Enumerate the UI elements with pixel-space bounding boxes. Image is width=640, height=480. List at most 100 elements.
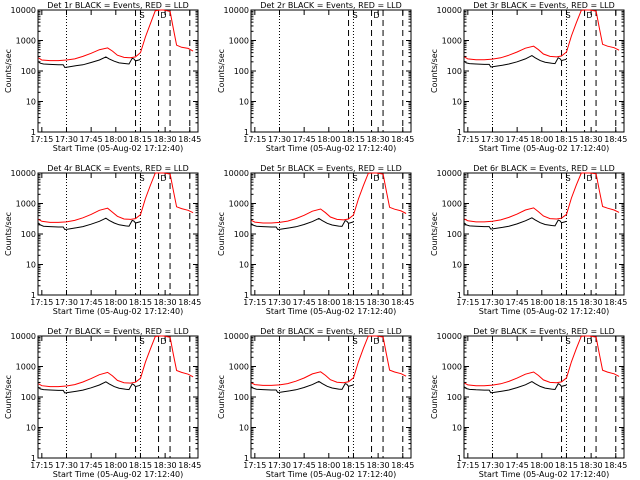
y-tick-label: 100: [21, 393, 36, 402]
y-axis-label: Counts/sec: [217, 49, 226, 93]
panel-det-8: Det 8r BLACK = Events, RED = LLD 1 10 100 10…: [217, 327, 414, 479]
y-tick-label: 10: [452, 98, 462, 107]
marker-label-s: S: [566, 174, 571, 183]
series-line-events: [38, 381, 141, 394]
x-tick-label: 18:45: [604, 135, 627, 144]
plot-frame: [250, 9, 412, 133]
panel-det-2: Det 2r BLACK = Events, RED = LLD 1 10 100 10…: [217, 1, 414, 153]
marker-label-d: D: [586, 337, 592, 346]
marker-label-s: S: [140, 174, 145, 183]
x-tick-label: 18:45: [604, 298, 627, 307]
marker-label-d: D: [373, 11, 379, 20]
x-tick-label: 18:15: [342, 461, 365, 470]
y-tick-label: 10: [239, 261, 249, 270]
panel-title: Det 2r BLACK = Events, RED = LLD: [260, 1, 402, 10]
x-tick-label: 18:00: [104, 298, 127, 307]
y-tick-label: 1: [31, 128, 36, 137]
x-tick-label: 17:30: [268, 135, 291, 144]
series-line-events: [38, 56, 141, 69]
x-tick-label: 18:45: [391, 298, 414, 307]
x-tick-label: 17:30: [481, 461, 504, 470]
plot-frame: [250, 172, 412, 296]
x-tick-label: 17:45: [506, 135, 529, 144]
y-tick-label: 100: [447, 67, 462, 76]
x-tick-label: 17:45: [80, 461, 103, 470]
series-line-events: [464, 217, 567, 230]
marker-label-d: D: [160, 11, 166, 20]
plot-frame: [463, 335, 625, 459]
marker-label-s: S: [566, 337, 571, 346]
y-tick-label: 1: [244, 454, 249, 463]
x-tick-label: 18:15: [555, 461, 578, 470]
y-tick-label: 10000: [11, 332, 36, 341]
x-tick-label: 17:45: [80, 135, 103, 144]
x-tick-label: 18:00: [530, 135, 553, 144]
x-tick-label: 17:30: [268, 298, 291, 307]
marker-label-d: D: [373, 337, 379, 346]
y-axis-label: Counts/sec: [430, 375, 439, 419]
series-line-events: [251, 217, 354, 231]
y-tick-label: 100: [234, 393, 249, 402]
x-tick-label: 17:15: [243, 461, 266, 470]
x-tick-label: 18:15: [555, 298, 578, 307]
marker-label-s: S: [353, 174, 358, 183]
x-tick-label: 18:30: [154, 461, 177, 470]
x-tick-label: 17:30: [481, 135, 504, 144]
x-tick-label: 18:00: [104, 461, 127, 470]
x-tick-label: 17:15: [30, 135, 53, 144]
series-line-lld: [464, 335, 620, 387]
panel-title: Det 6r BLACK = Events, RED = LLD: [473, 164, 615, 173]
x-tick-label: 17:30: [55, 135, 78, 144]
x-tick-label: 17:15: [456, 135, 479, 144]
series-line-events: [251, 380, 354, 394]
series-line-lld: [38, 172, 194, 223]
series-line-lld: [464, 172, 620, 223]
x-tick-label: 18:30: [367, 135, 390, 144]
panel-title: Det 8r BLACK = Events, RED = LLD: [260, 327, 402, 336]
panel-det-9: Det 9r BLACK = Events, RED = LLD 1 10 100 10…: [430, 327, 627, 479]
marker-label-s: S: [140, 337, 145, 346]
x-tick-label: 18:45: [391, 135, 414, 144]
panel-det-1: Det 1r BLACK = Events, RED = LLD 1 10 100 10…: [4, 1, 201, 153]
x-tick-label: 17:15: [30, 298, 53, 307]
x-tick-label: 18:30: [580, 298, 603, 307]
y-tick-label: 10: [452, 424, 462, 433]
panel-title: Det 5r BLACK = Events, RED = LLD: [260, 164, 402, 173]
series-line-lld: [464, 9, 620, 61]
marker-label-d: D: [586, 174, 592, 183]
y-tick-label: 100: [234, 67, 249, 76]
y-tick-label: 1000: [442, 37, 462, 46]
y-axis-label: Counts/sec: [430, 212, 439, 256]
y-tick-label: 1000: [16, 37, 36, 46]
x-tick-label: 18:15: [342, 298, 365, 307]
x-tick-label: 18:00: [317, 461, 340, 470]
x-axis-label: Start Time (05-Aug-02 17:12:40): [266, 470, 397, 479]
y-tick-label: 10000: [437, 6, 462, 15]
y-tick-label: 10: [26, 98, 36, 107]
y-tick-label: 100: [21, 67, 36, 76]
y-axis-label: Counts/sec: [4, 49, 13, 93]
panel-det-4: Det 4r BLACK = Events, RED = LLD 1 10 100 10…: [4, 164, 201, 316]
series-line-lld: [251, 335, 407, 386]
y-tick-label: 1: [31, 291, 36, 300]
x-tick-label: 18:15: [555, 135, 578, 144]
x-tick-label: 18:30: [367, 461, 390, 470]
marker-label-d: D: [160, 174, 166, 183]
y-tick-label: 1000: [442, 363, 462, 372]
series-line-events: [464, 381, 567, 394]
x-axis-label: Start Time (05-Aug-02 17:12:40): [479, 470, 610, 479]
panel-det-3: Det 3r BLACK = Events, RED = LLD 1 10 100 10…: [430, 1, 627, 153]
plot-frame: [37, 9, 199, 133]
x-tick-label: 18:30: [367, 298, 390, 307]
panel-title: Det 4r BLACK = Events, RED = LLD: [47, 164, 189, 173]
marker-label-d: D: [373, 174, 379, 183]
y-tick-label: 1: [244, 291, 249, 300]
y-axis-label: Counts/sec: [4, 212, 13, 256]
x-tick-label: 17:30: [481, 298, 504, 307]
y-tick-label: 1: [244, 128, 249, 137]
x-tick-label: 18:30: [154, 298, 177, 307]
marker-label-d: D: [160, 337, 166, 346]
x-tick-label: 18:00: [317, 135, 340, 144]
y-tick-label: 1000: [16, 363, 36, 372]
y-tick-label: 10000: [437, 169, 462, 178]
